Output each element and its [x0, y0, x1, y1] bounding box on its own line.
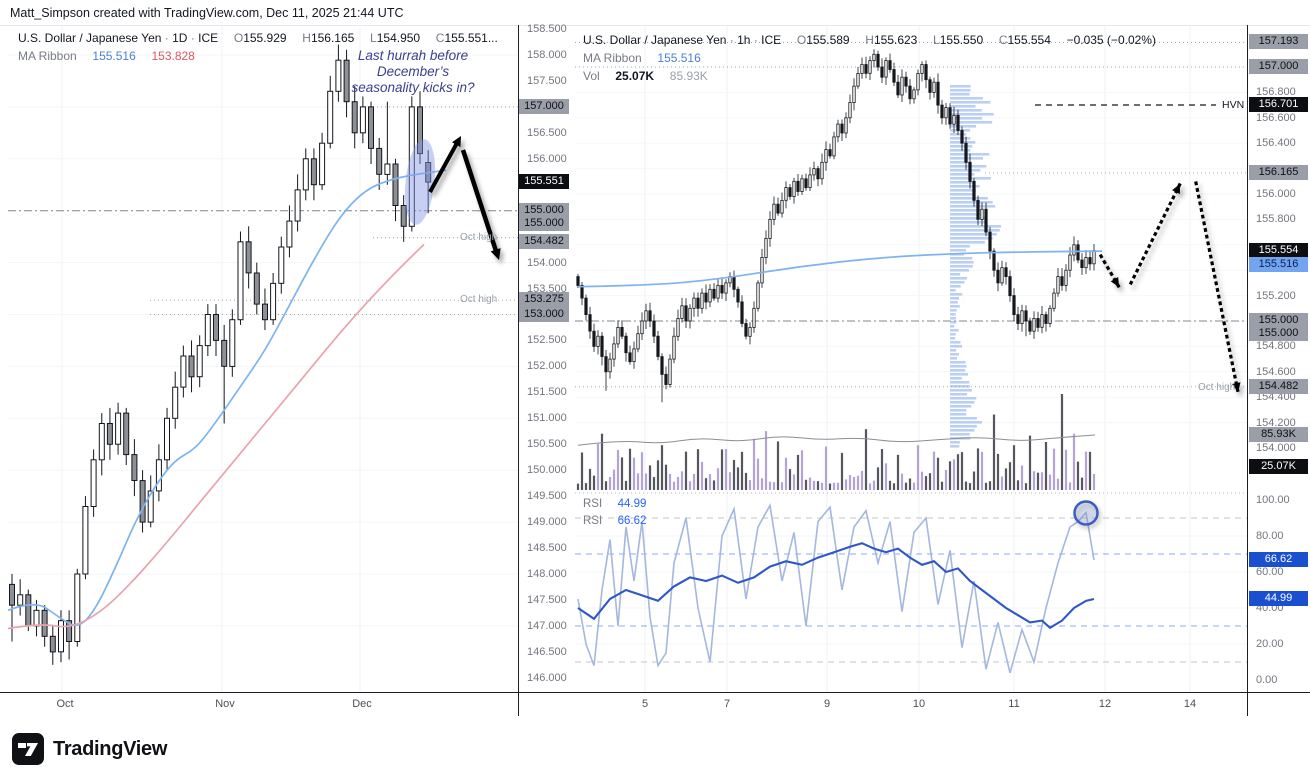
high-letter: H [302, 31, 311, 45]
rsi-legend-row: RSI 66.62 [583, 513, 646, 530]
open-letter: O [233, 31, 244, 45]
symbol-title: U.S. Dollar / Japanese Yen [583, 33, 727, 47]
rsi-value: 44.99 [617, 498, 647, 510]
interval-label: 1h [737, 33, 751, 47]
exchange-label: ICE [198, 31, 219, 45]
close-letter: C [435, 31, 445, 45]
high-value: 155.623 [873, 33, 918, 47]
volume-legend-row: Vol 25.07K 85.93K [583, 67, 1156, 85]
low-value: 155.550 [939, 33, 984, 47]
ma-ribbon-label: MA Ribbon [583, 51, 642, 65]
open-letter: O [796, 33, 807, 47]
separator-dot: · [753, 33, 758, 47]
symbol-title: U.S. Dollar / Japanese Yen [18, 31, 162, 45]
exchange-label: ICE [761, 33, 782, 47]
high-value: 156.165 [310, 31, 355, 45]
right-ma-ribbon-row: MA Ribbon 155.516 [583, 49, 1156, 67]
close-value: 155.551... [444, 31, 498, 45]
hvn-label: HVN [1222, 99, 1245, 111]
left-symbol-row: U.S. Dollar / Japanese Yen · 1D · ICE O1… [18, 29, 498, 47]
separator-dot: · [164, 31, 169, 45]
low-value: 154.950 [376, 31, 421, 45]
left-ma-ribbon-row: MA Ribbon 155.516 153.828 [18, 47, 498, 65]
right-symbol-row: U.S. Dollar / Japanese Yen · 1h · ICE O1… [583, 31, 1156, 49]
ma-fast-value: 155.516 [657, 51, 701, 65]
annotation-note: Last hurrah before December’s seasonalit… [328, 48, 498, 96]
rsi-value: 66.62 [617, 515, 647, 527]
separator-dot: · [729, 33, 734, 47]
separator-dot: · [190, 31, 195, 45]
close-letter: C [998, 33, 1008, 47]
annotation-line: seasonality kicks in? [351, 80, 475, 95]
ma-ribbon-label: MA Ribbon [18, 49, 77, 63]
close-value: 155.554 [1007, 33, 1051, 47]
annotation-line: Last hurrah before [357, 48, 469, 63]
rsi-label: RSI [583, 498, 603, 510]
attribution-text: Matt_Simpson created with TradingView.co… [10, 6, 404, 20]
open-value: 155.929 [243, 31, 287, 45]
low-letter: L [933, 33, 940, 47]
change-value: −0.035 (−0.02%) [1066, 33, 1156, 47]
tradingview-logo-icon [12, 733, 44, 765]
ma-slow-value: 153.828 [151, 49, 195, 63]
vol-ma-value: 85.93K [669, 69, 708, 83]
open-value: 155.589 [806, 33, 850, 47]
right-chart-legend: U.S. Dollar / Japanese Yen · 1h · ICE O1… [583, 31, 1156, 85]
rsi-legend-row: RSI 44.99 [583, 496, 646, 513]
low-letter: L [370, 31, 377, 45]
vol-label: Vol [583, 69, 600, 83]
tradingview-branding[interactable]: TradingView [12, 732, 167, 766]
annotation-line: December’s [376, 64, 450, 79]
high-letter: H [865, 33, 874, 47]
left-chart-legend: U.S. Dollar / Japanese Yen · 1D · ICE O1… [18, 29, 498, 65]
ma-fast-value: 155.516 [92, 49, 136, 63]
rsi-label: RSI [583, 515, 603, 527]
interval-label: 1D [172, 31, 188, 45]
vol-current-value: 25.07K [615, 69, 655, 83]
tradingview-wordmark: TradingView [53, 737, 168, 760]
rsi-legend: RSI 44.99 RSI 66.62 [583, 496, 646, 530]
